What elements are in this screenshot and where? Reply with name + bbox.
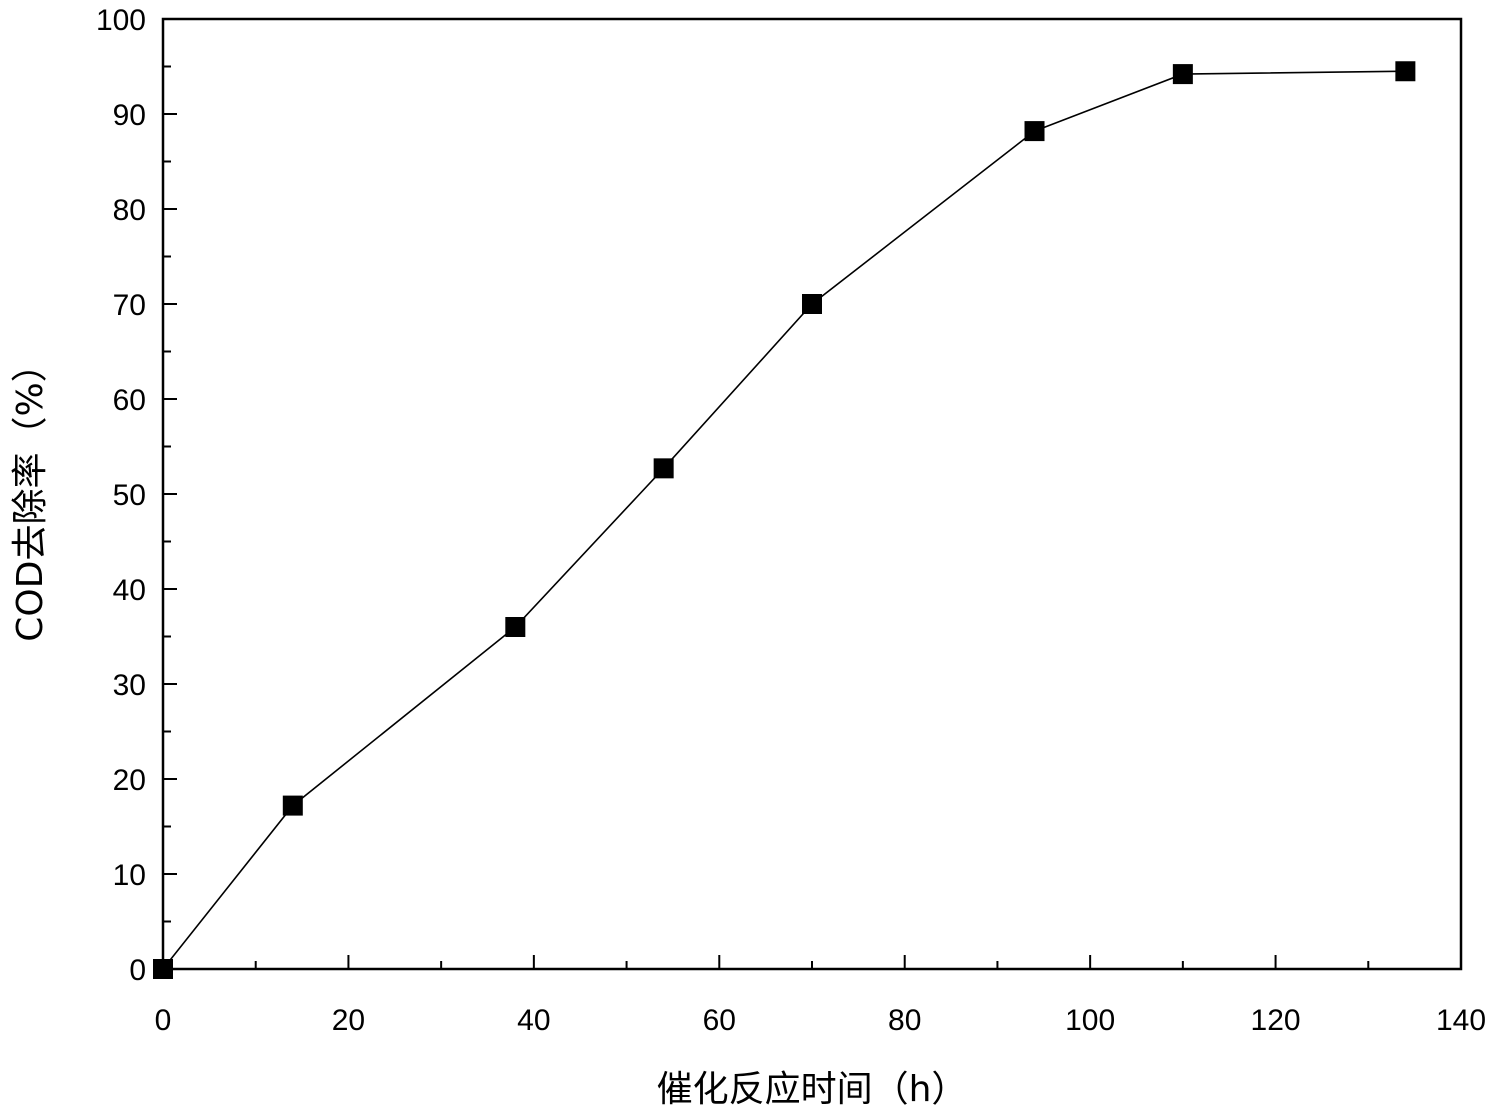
plot-frame [161,17,1463,971]
x-tick-label: 80 [888,1004,921,1037]
y-tick-label: 90 [113,99,146,132]
data-point-marker [282,795,303,816]
x-tick-label: 20 [332,1004,365,1037]
data-point-marker [1024,121,1045,142]
x-tick-label: 40 [517,1004,550,1037]
x-tick-label: 140 [1436,1004,1486,1037]
data-point-marker [653,458,674,479]
data-point-marker [802,294,822,314]
data-point-marker [1395,61,1416,82]
x-tick-label: 100 [1065,1004,1115,1037]
axis-tick-labels: 0 20 40 60 80 100 120 140 0 10 20 30 40 50 60 70 80 90 100 [96,4,1486,1037]
y-tick-label: 20 [113,764,146,797]
data-point-marker [153,959,173,979]
y-tick-label: 40 [113,574,146,607]
data-point-marker [505,617,526,637]
y-tick-label: 70 [113,289,146,322]
x-tick-label: 0 [155,1004,172,1037]
x-axis-title: 催化反应时间（h） [657,1069,968,1110]
y-tick-label: 0 [129,954,146,987]
y-tick-label: 50 [113,479,146,512]
data-point-marker [1172,64,1193,85]
y-tick-label: 60 [113,384,146,417]
y-axis-title: COD去除率（%） [10,346,51,641]
series-line [162,70,1406,970]
y-tick-label: 10 [113,859,146,892]
x-tick-label: 60 [703,1004,736,1037]
axis-ticks [162,18,1462,970]
x-tick-label: 120 [1251,1004,1301,1037]
y-tick-label: 100 [96,4,146,37]
y-tick-label: 80 [113,194,146,227]
y-tick-label: 30 [113,669,146,702]
data-series [153,61,1416,979]
